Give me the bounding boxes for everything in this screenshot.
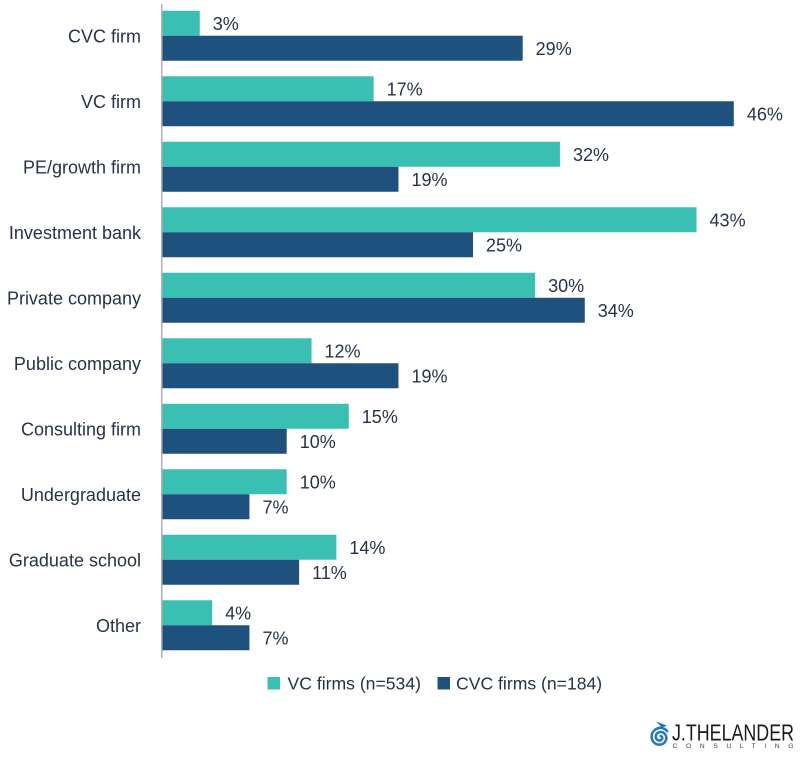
- svg-text:Undergraduate: Undergraduate: [21, 485, 141, 505]
- svg-text:25%: 25%: [486, 235, 522, 255]
- svg-text:32%: 32%: [573, 145, 609, 165]
- svg-text:CVC firms (n=184): CVC firms (n=184): [456, 674, 602, 694]
- svg-text:7%: 7%: [262, 628, 288, 648]
- svg-text:14%: 14%: [349, 538, 385, 558]
- svg-text:Investment bank: Investment bank: [9, 223, 142, 243]
- svg-text:10%: 10%: [300, 472, 336, 492]
- svg-text:46%: 46%: [747, 104, 783, 124]
- svg-text:11%: 11%: [312, 563, 347, 583]
- svg-text:VC firms (n=534): VC firms (n=534): [288, 674, 421, 694]
- svg-text:Public company: Public company: [14, 354, 141, 374]
- svg-text:3%: 3%: [213, 14, 239, 34]
- svg-text:Private company: Private company: [7, 288, 141, 308]
- svg-text:30%: 30%: [548, 276, 584, 296]
- svg-text:Consulting firm: Consulting firm: [21, 419, 141, 439]
- svg-text:12%: 12%: [325, 341, 361, 361]
- svg-text:Graduate school: Graduate school: [9, 550, 141, 570]
- svg-text:10%: 10%: [300, 432, 336, 452]
- svg-text:43%: 43%: [710, 210, 746, 230]
- svg-text:17%: 17%: [387, 79, 423, 99]
- svg-text:CVC firm: CVC firm: [68, 26, 141, 46]
- svg-text:19%: 19%: [411, 366, 447, 386]
- svg-text:7%: 7%: [262, 497, 288, 517]
- svg-text:4%: 4%: [225, 603, 251, 623]
- svg-text:J.THELANDER: J.THELANDER: [672, 720, 794, 746]
- svg-text:34%: 34%: [598, 301, 634, 321]
- svg-text:Other: Other: [96, 616, 141, 636]
- svg-text:VC firm: VC firm: [81, 92, 141, 112]
- svg-text:PE/growth firm: PE/growth firm: [23, 157, 141, 177]
- svg-text:29%: 29%: [536, 39, 572, 59]
- svg-text:19%: 19%: [411, 170, 447, 190]
- svg-text:15%: 15%: [362, 407, 398, 427]
